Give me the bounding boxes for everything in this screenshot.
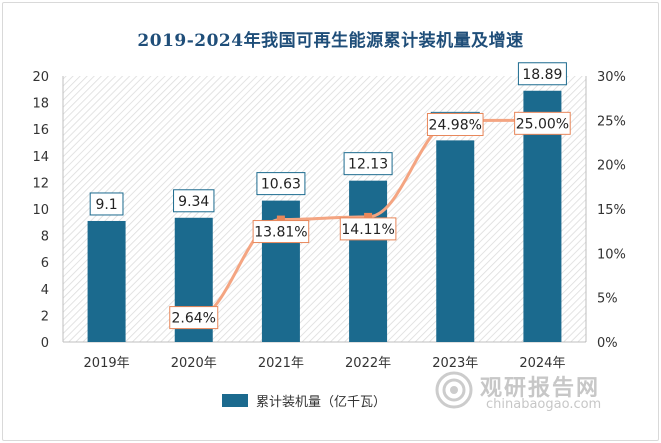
- watermark-logo: [435, 371, 473, 409]
- legend-swatch: [222, 394, 248, 407]
- growth-value-label: 14.11%: [339, 217, 397, 241]
- y2-tick-label: 10%: [597, 247, 626, 262]
- bar-value-label-box: [173, 189, 215, 213]
- chart-title: 2019-2024年我国可再生能源累计装机量及增速: [137, 31, 524, 51]
- growth-value-label-text: 14.11%: [341, 222, 394, 238]
- plot-area: [63, 76, 586, 342]
- growth-value-label-box: [426, 113, 484, 137]
- x-tick-label: 2024年: [519, 356, 565, 371]
- bar-value-label: 9.34: [173, 189, 215, 213]
- y-tick-label: 6: [41, 256, 49, 271]
- y-tick-label: 18: [32, 97, 49, 112]
- y-tick-label: 12: [32, 176, 49, 191]
- watermark: 观研报告网 chinabaogao.com: [432, 368, 632, 416]
- growth-value-label-box: [339, 217, 397, 241]
- bar-value-label-box: [89, 192, 124, 216]
- y-tick-label: 4: [41, 283, 49, 298]
- bar-value-label-text: 18.89: [522, 67, 562, 83]
- growth-value-label-box: [252, 220, 310, 244]
- y2-tick-label: 20%: [597, 159, 626, 174]
- y-tick-label: 20: [32, 70, 49, 85]
- growth-value-label: 2.64%: [169, 306, 219, 330]
- bar-value-label-text: 12.13: [348, 157, 388, 173]
- growth-value-label-text: 24.98%: [429, 118, 482, 134]
- x-tick-label: 2023年: [432, 356, 478, 371]
- bar: [436, 140, 475, 342]
- y-tick-label: 2: [41, 309, 49, 324]
- line-point: [364, 212, 373, 221]
- y2-tick-label: 30%: [597, 70, 626, 85]
- growth-value-label: 25.00%: [514, 111, 571, 135]
- y-tick-label: 8: [41, 230, 49, 245]
- bar-value-label: 18.89: [517, 62, 567, 86]
- x-tick-label: 2020年: [171, 356, 217, 371]
- growth-value-label-box: [514, 111, 571, 135]
- bar-value-label-text: 9.34: [178, 194, 209, 210]
- growth-value-label-box: [169, 306, 219, 330]
- bar-value-label-box: [343, 152, 393, 176]
- watermark-brand: 观研报告网: [480, 376, 601, 401]
- bar-value-label: 10.63: [256, 172, 306, 196]
- x-tick-label: 2022年: [345, 356, 391, 371]
- legend-label: 累计装机量（亿千瓦）: [256, 395, 387, 410]
- y-tick-label: 0: [41, 336, 49, 351]
- watermark-url: chinabaogao.com: [486, 397, 602, 412]
- legend: 累计装机量（亿千瓦）: [222, 391, 386, 410]
- bar: [87, 220, 126, 342]
- growth-value-label-text: 13.81%: [254, 225, 307, 241]
- bar-value-label-text: 10.63: [261, 177, 301, 193]
- bar-value-label-box: [517, 62, 567, 86]
- bar-value-label: 12.13: [343, 152, 393, 176]
- growth-value-label-text: 25.00%: [516, 116, 569, 132]
- growth-value-label: 24.98%: [426, 113, 484, 137]
- bar-value-label-text: 9.1: [95, 197, 117, 213]
- y2-tick-label: 15%: [597, 203, 626, 218]
- y2-tick-label: 25%: [597, 114, 626, 129]
- y-tick-label: 10: [32, 203, 49, 218]
- y-tick-label: 14: [32, 150, 49, 165]
- growth-value-label: 13.81%: [252, 220, 310, 244]
- y2-tick-label: 5%: [597, 292, 618, 307]
- y2-tick-label: 0%: [597, 336, 618, 351]
- y-tick-label: 16: [32, 123, 49, 138]
- growth-value-label-text: 2.64%: [172, 311, 216, 327]
- bar: [349, 180, 388, 342]
- x-tick-label: 2021年: [258, 356, 304, 371]
- bar-value-label-box: [256, 172, 306, 196]
- bar-value-label: 9.1: [89, 192, 124, 216]
- line-point: [276, 215, 285, 224]
- x-tick-label: 2019年: [84, 356, 130, 371]
